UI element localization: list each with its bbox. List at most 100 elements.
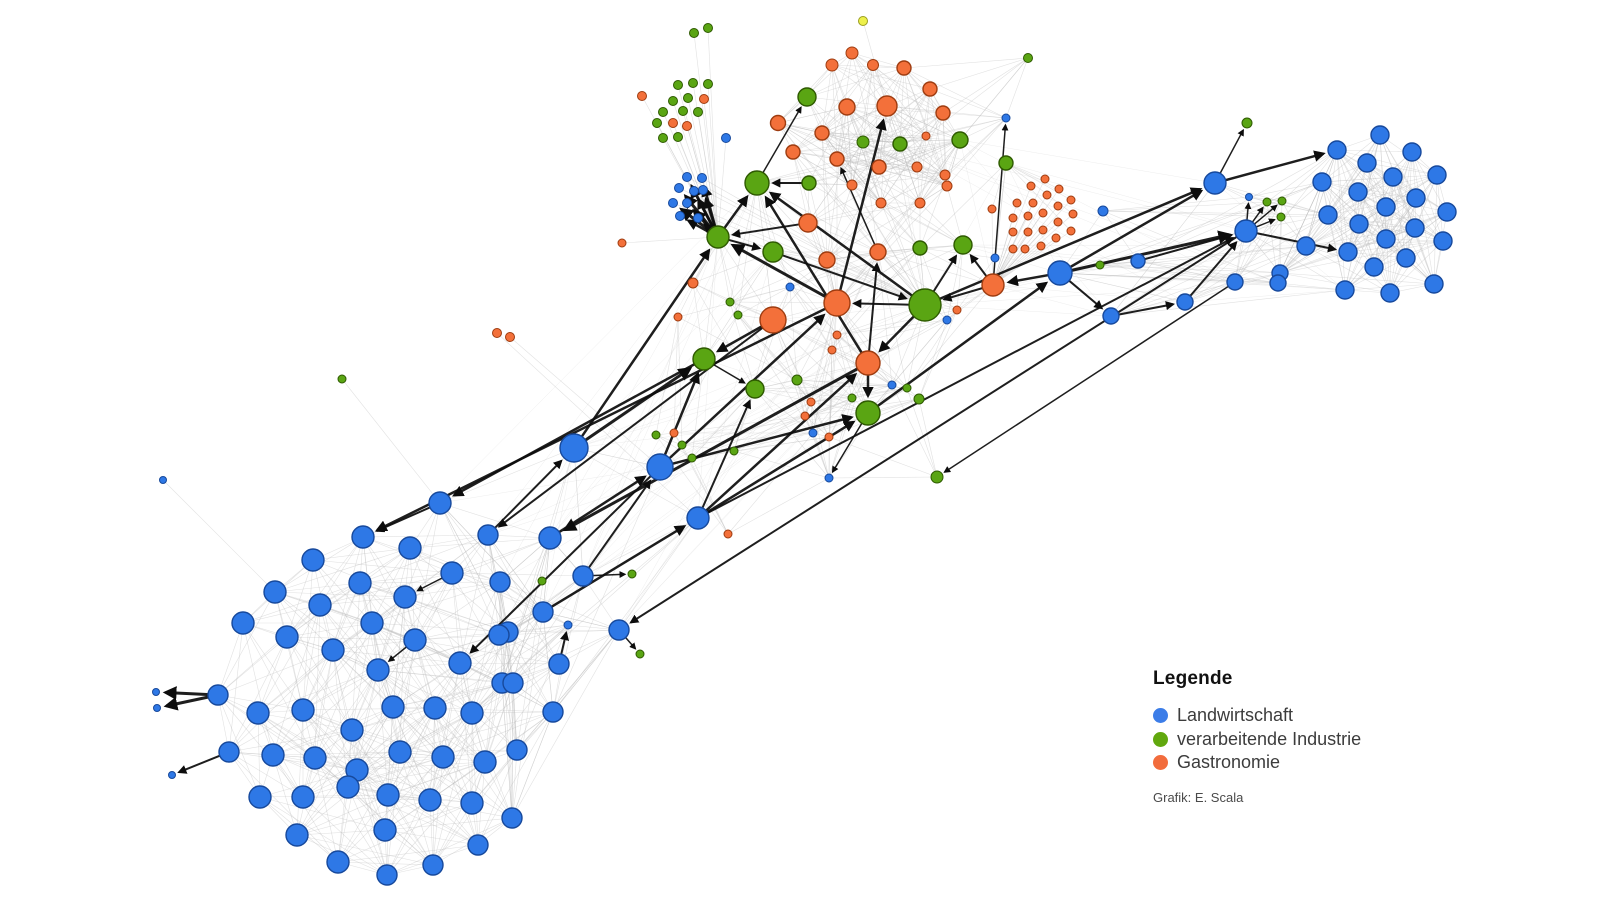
graph-node-gastronomie-165[interactable] [1023, 211, 1033, 221]
graph-node-landwirtschaft-2[interactable] [398, 536, 422, 560]
graph-node-landwirtschaft-62[interactable] [646, 453, 674, 481]
graph-node-gastronomie-145[interactable] [875, 197, 887, 209]
graph-node-verarbeitende-105[interactable] [673, 80, 683, 90]
graph-node-landwirtschaft-86[interactable] [1424, 274, 1444, 294]
graph-node-landwirtschaft-50[interactable] [285, 823, 309, 847]
legend-item-landwirtschaft[interactable]: Landwirtschaft [1153, 704, 1361, 728]
graph-node-landwirtschaft-47[interactable] [418, 788, 442, 812]
graph-node-landwirtschaft-45[interactable] [336, 775, 360, 799]
graph-node-landwirtschaft-41[interactable] [473, 750, 497, 774]
graph-node-gastronomie-142[interactable] [911, 161, 923, 173]
graph-node-gastronomie-136[interactable] [838, 98, 856, 116]
graph-node-landwirtschaft-46[interactable] [376, 783, 400, 807]
graph-node-landwirtschaft-88[interactable] [1203, 171, 1227, 195]
graph-node-landwirtschaft-36[interactable] [261, 743, 285, 767]
graph-node-landwirtschaft-4[interactable] [538, 526, 562, 550]
graph-node-landwirtschaft-64[interactable] [1370, 125, 1390, 145]
graph-node-gastronomie-160[interactable] [1028, 198, 1038, 208]
graph-node-gastronomie-147[interactable] [846, 179, 858, 191]
graph-node-landwirtschaft-51[interactable] [326, 850, 350, 874]
graph-node-landwirtschaft-58[interactable] [152, 688, 160, 696]
graph-node-verarbeitende-177[interactable] [706, 225, 730, 249]
graph-node-verarbeitende-221[interactable] [627, 569, 637, 579]
graph-node-verarbeitende-187[interactable] [855, 400, 881, 426]
graph-node-verarbeitende-107[interactable] [703, 79, 713, 89]
graph-node-landwirtschaft-67[interactable] [1357, 153, 1377, 173]
graph-node-landwirtschaft-66[interactable] [1402, 142, 1422, 162]
graph-node-gastronomie-198[interactable] [806, 397, 816, 407]
graph-node-verarbeitende-213[interactable] [902, 383, 912, 393]
graph-node-verarbeitende-185[interactable] [745, 379, 765, 399]
graph-node-verarbeitende-151[interactable] [951, 131, 969, 149]
graph-node-landwirtschaft-73[interactable] [1376, 197, 1396, 217]
graph-node-verarbeitende-186[interactable] [791, 374, 803, 386]
graph-node-landwirtschaft-8[interactable] [263, 580, 287, 604]
graph-node-landwirtschaft-12[interactable] [308, 593, 332, 617]
graph-node-gastronomie-144[interactable] [939, 169, 951, 181]
graph-node-gastronomie-224[interactable] [492, 328, 502, 338]
graph-node-landwirtschaft-39[interactable] [388, 740, 412, 764]
graph-node-landwirtschaft-124[interactable] [698, 185, 708, 195]
graph-node-landwirtschaft-22[interactable] [488, 624, 510, 646]
graph-node-landwirtschaft-127[interactable] [675, 211, 685, 221]
graph-node-verarbeitende-102[interactable] [1095, 260, 1105, 270]
graph-node-verarbeitende-215[interactable] [930, 470, 944, 484]
graph-node-verarbeitende-150[interactable] [892, 136, 908, 152]
graph-node-verarbeitende-179[interactable] [762, 241, 784, 263]
graph-node-landwirtschaft-120[interactable] [721, 133, 731, 143]
graph-node-gastronomie-118[interactable] [668, 118, 678, 128]
graph-node-landwirtschaft-42[interactable] [506, 739, 528, 761]
graph-node-landwirtschaft-89[interactable] [1234, 219, 1258, 243]
graph-node-landwirtschaft-40[interactable] [431, 745, 455, 769]
graph-node-landwirtschaft-229[interactable] [689, 186, 699, 196]
graph-node-gastronomie-158[interactable] [1042, 190, 1052, 200]
graph-node-landwirtschaft-230[interactable] [693, 213, 703, 223]
graph-node-gastronomie-173[interactable] [1051, 233, 1061, 243]
graph-node-verarbeitende-98[interactable] [1262, 197, 1272, 207]
graph-node-landwirtschaft-93[interactable] [1102, 307, 1120, 325]
graph-node-uncategorized-yellow-128[interactable] [858, 16, 868, 26]
graph-node-verarbeitende-114[interactable] [658, 133, 668, 143]
graph-node-verarbeitende-109[interactable] [683, 93, 693, 103]
graph-node-gastronomie-167[interactable] [1068, 209, 1078, 219]
graph-node-landwirtschaft-79[interactable] [1433, 231, 1453, 251]
graph-node-gastronomie-119[interactable] [682, 121, 692, 131]
legend-item-verarbeitende-industrie[interactable]: verarbeitende Industrie [1153, 728, 1361, 752]
graph-node-gastronomie-199[interactable] [800, 411, 810, 421]
graph-node-landwirtschaft-81[interactable] [1338, 242, 1358, 262]
graph-node-landwirtschaft-27[interactable] [246, 701, 270, 725]
graph-node-gastronomie-176[interactable] [1008, 244, 1018, 254]
graph-node-gastronomie-159[interactable] [1012, 198, 1022, 208]
graph-node-gastronomie-226[interactable] [617, 238, 627, 248]
graph-node-landwirtschaft-3[interactable] [477, 524, 499, 546]
graph-node-landwirtschaft-57[interactable] [159, 476, 167, 484]
graph-node-landwirtschaft-33[interactable] [502, 672, 524, 694]
graph-node-gastronomie-141[interactable] [871, 159, 887, 175]
legend-item-gastronomie[interactable]: Gastronomie [1153, 751, 1361, 775]
graph-node-landwirtschaft-6[interactable] [440, 561, 464, 585]
graph-node-gastronomie-134[interactable] [935, 105, 951, 121]
graph-node-landwirtschaft-125[interactable] [668, 198, 678, 208]
graph-node-verarbeitende-183[interactable] [998, 155, 1014, 171]
graph-node-gastronomie-174[interactable] [1036, 241, 1046, 251]
graph-node-landwirtschaft-37[interactable] [303, 746, 327, 770]
graph-node-landwirtschaft-9[interactable] [348, 571, 372, 595]
graph-node-verarbeitende-115[interactable] [673, 132, 683, 142]
graph-node-landwirtschaft-5[interactable] [301, 548, 325, 572]
graph-node-landwirtschaft-126[interactable] [682, 198, 692, 208]
graph-node-gastronomie-171[interactable] [1008, 227, 1018, 237]
graph-node-gastronomie-162[interactable] [1053, 201, 1063, 211]
graph-node-gastronomie-228[interactable] [798, 213, 818, 233]
graph-node-gastronomie-131[interactable] [867, 59, 879, 71]
graph-node-gastronomie-154[interactable] [941, 180, 953, 192]
graph-node-verarbeitende-181[interactable] [953, 235, 973, 255]
graph-node-landwirtschaft-28[interactable] [291, 698, 315, 722]
graph-node-gastronomie-164[interactable] [1008, 213, 1018, 223]
graph-node-landwirtschaft-43[interactable] [248, 785, 272, 809]
graph-node-landwirtschaft-207[interactable] [942, 315, 952, 325]
graph-node-landwirtschaft-90[interactable] [1176, 293, 1194, 311]
graph-node-landwirtschaft-78[interactable] [1376, 229, 1396, 249]
graph-node-gastronomie-137[interactable] [769, 114, 787, 132]
graph-node-verarbeitende-149[interactable] [856, 135, 870, 149]
graph-node-landwirtschaft-16[interactable] [321, 638, 345, 662]
